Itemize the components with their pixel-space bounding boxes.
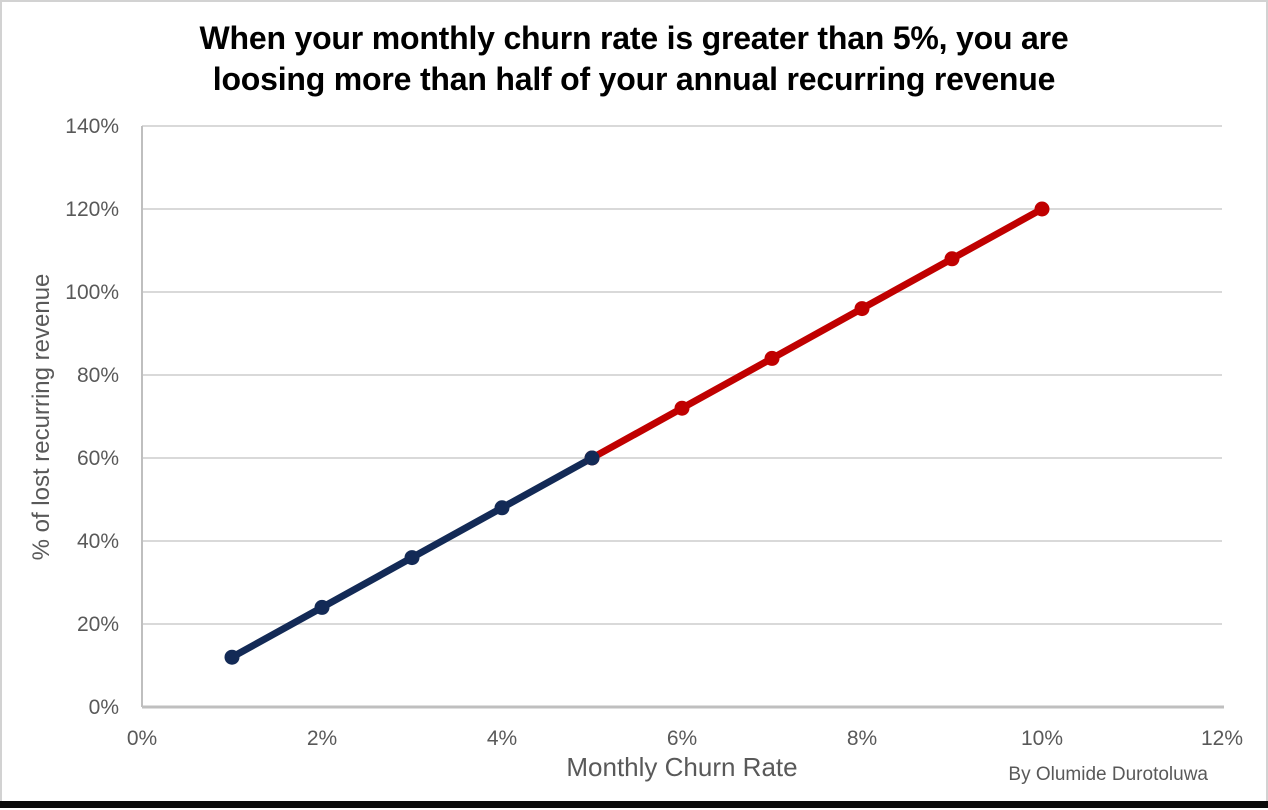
x-tick-label: 12% bbox=[1201, 727, 1243, 750]
data-point-marker bbox=[494, 500, 510, 516]
x-axis-title: Monthly Churn Rate bbox=[566, 752, 798, 782]
x-tick-label: 10% bbox=[1021, 727, 1063, 750]
y-axis-title: % of lost recurring revenue bbox=[28, 273, 55, 561]
x-tick-label: 6% bbox=[667, 727, 697, 750]
data-point-marker bbox=[854, 301, 870, 317]
data-point-marker bbox=[404, 550, 420, 566]
y-tick-label: 140% bbox=[65, 115, 119, 138]
data-point-marker bbox=[944, 251, 960, 267]
x-tick-label: 8% bbox=[847, 727, 877, 750]
chart-title-line-2: loosing more than half of your annual re… bbox=[212, 60, 1056, 97]
x-tick-label: 4% bbox=[487, 727, 517, 750]
data-point-marker bbox=[674, 400, 690, 416]
data-point-marker bbox=[314, 599, 330, 615]
y-tick-label: 20% bbox=[77, 613, 119, 636]
y-tick-label: 60% bbox=[77, 447, 119, 470]
attribution-text: By Olumide Durotoluwa bbox=[1008, 764, 1208, 785]
x-tick-label: 0% bbox=[127, 727, 157, 750]
data-point-marker bbox=[584, 450, 600, 466]
y-tick-label: 120% bbox=[65, 198, 119, 221]
y-tick-label: 100% bbox=[65, 281, 119, 304]
data-point-marker bbox=[1034, 201, 1050, 217]
chart-title-line-1: When your monthly churn rate is greater … bbox=[199, 20, 1069, 56]
data-point-marker bbox=[224, 649, 240, 665]
series-line-churn-5-to-10-percent bbox=[588, 205, 1046, 462]
data-point-marker bbox=[764, 350, 780, 366]
y-tick-label: 0% bbox=[89, 696, 119, 719]
y-tick-label: 80% bbox=[77, 364, 119, 387]
x-tick-label: 2% bbox=[307, 727, 337, 750]
window-bottom-edge bbox=[0, 801, 1268, 808]
chart-title: When your monthly churn rate is greater … bbox=[2, 18, 1266, 100]
y-tick-label: 40% bbox=[77, 530, 119, 553]
